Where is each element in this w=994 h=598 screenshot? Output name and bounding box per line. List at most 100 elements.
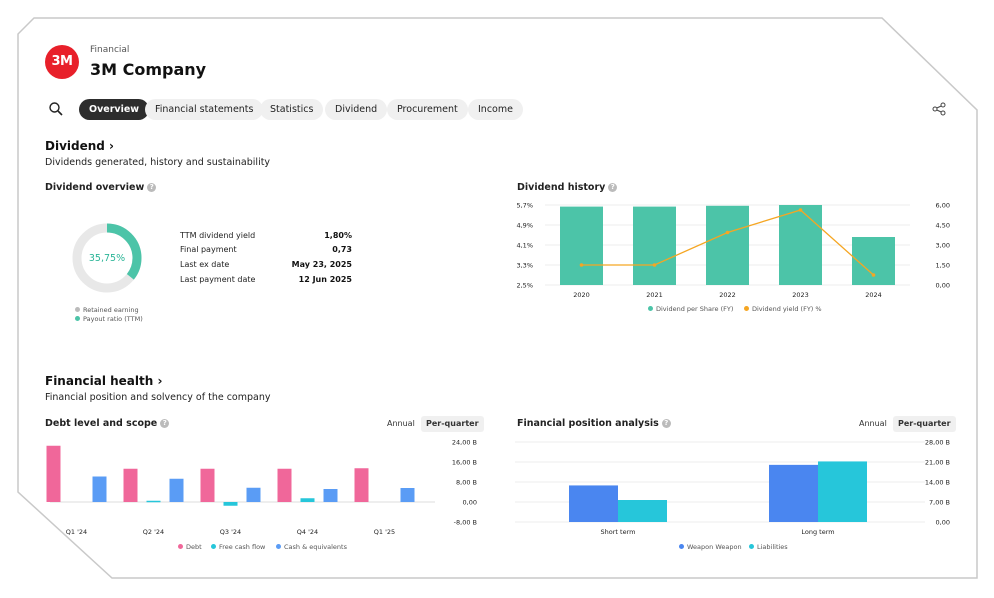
kv-label: Last payment date [180, 275, 256, 284]
info-icon[interactable]: ? [661, 419, 671, 428]
donut-legend-retained: Retained earning [75, 306, 139, 314]
y-right-tick: 0,00 [936, 282, 950, 290]
x-tick: 2023 [792, 291, 809, 299]
yield-point [798, 208, 803, 212]
y-right-tick: 3,00 [936, 242, 950, 250]
dividend-section-title[interactable]: Dividend › [45, 139, 114, 153]
info-icon[interactable]: ? [608, 183, 618, 192]
kv-label: Final payment [180, 245, 237, 254]
debt-bar [123, 468, 138, 502]
y-right-tick: 1,50 [936, 262, 950, 270]
company-name: 3M Company [90, 60, 207, 79]
debt-bar [169, 478, 184, 502]
search-icon[interactable] [48, 101, 64, 117]
position-bar [818, 461, 867, 522]
y-left-tick: 3,3% [516, 262, 533, 270]
y-tick: 24,00 B [452, 439, 477, 447]
dividend-bar [779, 205, 822, 285]
dividend-bar [560, 206, 603, 285]
kv-value: 0,73 [332, 245, 352, 254]
debt-bar [300, 498, 315, 502]
tab-overview[interactable]: Overview [79, 99, 150, 120]
kv-value: May 23, 2025 [291, 260, 352, 269]
position-bar [769, 464, 818, 522]
y-left-tick: 4,1% [516, 242, 533, 250]
yield-point [652, 263, 657, 267]
y-left-tick: 5,7% [516, 202, 533, 210]
y-tick: 8,00 B [456, 479, 477, 487]
debt-chart-title: Debt level and scope? [45, 418, 170, 429]
x-tick: Q3 '24 [220, 528, 241, 536]
debt-bar [223, 502, 238, 506]
dividend-history-title: Dividend history? [517, 182, 618, 193]
dividend-bar [852, 237, 895, 285]
y-tick: 21,00 B [925, 459, 950, 467]
debt-bar [146, 500, 161, 503]
tab-income[interactable]: Income [468, 99, 523, 120]
y-tick: 0,00 [936, 519, 950, 527]
debt-bar [323, 489, 338, 502]
debt-bar [246, 487, 261, 502]
yield-point [725, 230, 730, 235]
info-icon[interactable]: ? [160, 419, 170, 428]
position-bar [618, 500, 667, 522]
tab-procurement[interactable]: Procurement [387, 99, 468, 120]
donut-legend-payout: Payout ratio (TTM) [75, 315, 143, 323]
y-tick: 28,00 B [925, 439, 950, 447]
x-tick: 2021 [646, 291, 663, 299]
yield-point [871, 273, 876, 277]
debt-legend-fcf: Free cash flow [211, 543, 265, 551]
dividend-section-subtitle: Dividends generated, history and sustain… [45, 157, 271, 168]
info-icon[interactable]: ? [147, 183, 157, 192]
kv-label: TTM dividend yield [180, 231, 256, 240]
kv-value: 12 Jun 2025 [298, 275, 352, 284]
kv-label: Last ex date [180, 260, 230, 269]
y-tick: -8,00 B [454, 519, 477, 527]
tab-statistics[interactable]: Statistics [260, 99, 324, 120]
x-tick: 2022 [719, 291, 736, 299]
x-tick: Q1 '24 [66, 528, 87, 536]
position-legend-assets: Weapon Weapon [679, 543, 742, 551]
dividend-bar [633, 206, 676, 285]
company-logo: 3M [45, 45, 79, 79]
payout-donut: 35,75% [72, 223, 142, 293]
debt-bar [200, 468, 215, 502]
donut-payout-arc [72, 223, 142, 293]
debt-legend-debt: Debt [178, 543, 202, 551]
y-tick: 16,00 B [452, 459, 477, 467]
y-tick: 7,00 B [929, 499, 950, 507]
company-category: Financial [90, 45, 130, 55]
debt-toggle-annual[interactable]: Annual [387, 419, 415, 428]
position-toggle-per-quarter[interactable]: Per-quarter [893, 416, 956, 432]
y-tick: 0,00 [463, 499, 477, 507]
x-tick: Long term [801, 528, 834, 536]
debt-bar [400, 488, 415, 502]
financial-health-title[interactable]: Financial health › [45, 374, 163, 388]
debt-bar [92, 476, 107, 502]
dividend-history-chart: 5,7% 4,9% 4,1% 3,3% 2,5% 6,00 4,50 3,00 1,50 0,00… [516, 202, 950, 300]
y-left-tick: 4,9% [516, 222, 533, 230]
y-left-tick: 2,5% [516, 282, 533, 290]
tab-dividend[interactable]: Dividend [325, 99, 388, 120]
y-right-tick: 6,00 [936, 202, 950, 210]
debt-toggle-per-quarter[interactable]: Per-quarter [421, 416, 484, 432]
debt-bar [277, 468, 292, 502]
donut-percent-label: 35,75% [89, 253, 125, 264]
kv-value: 1,80% [324, 231, 352, 240]
debt-level-chart: 24,00 B 16,00 B 8,00 B 0,00 -8,00 B Q1 '24 Q2 … [46, 439, 477, 536]
financial-health-subtitle: Financial position and solvency of the c… [45, 392, 271, 403]
x-tick: 2024 [865, 291, 882, 299]
position-chart-title: Financial position analysis? [517, 418, 671, 429]
x-tick: Q2 '24 [143, 528, 164, 536]
share-icon[interactable] [932, 102, 946, 116]
dividend-overview-title: Dividend overview? [45, 182, 157, 193]
yield-point [579, 263, 584, 267]
position-toggle-annual[interactable]: Annual [859, 419, 887, 428]
debt-bar [354, 468, 369, 502]
x-tick: Short term [601, 528, 636, 536]
financial-position-chart: 28,00 B 21,00 B 14,00 B 7,00 B 0,00 Short ter… [515, 439, 950, 536]
dividend-bar [706, 205, 749, 285]
x-tick: 2020 [573, 291, 590, 299]
tab-financial-statements[interactable]: Financial statements [145, 99, 264, 120]
